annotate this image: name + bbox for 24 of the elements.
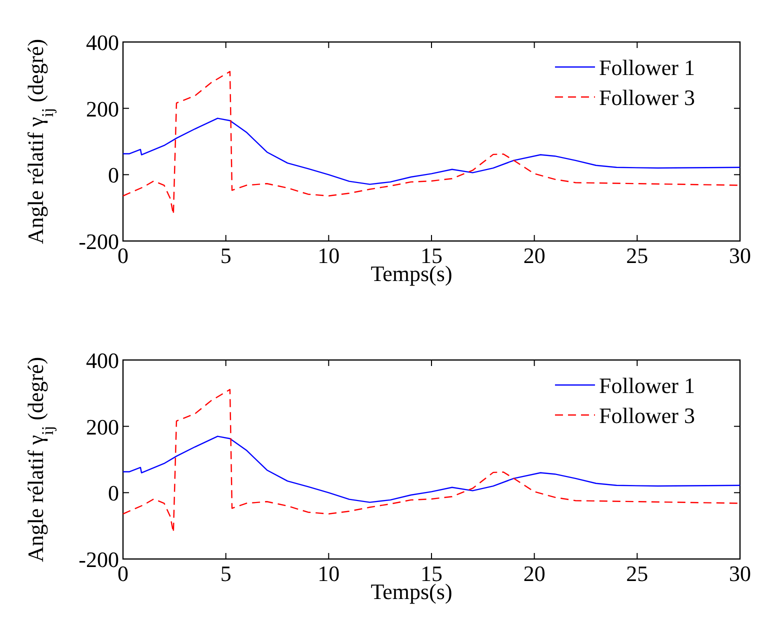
y-tick-label: 400: [86, 348, 119, 373]
x-tick-label: 10: [318, 243, 340, 268]
legend-label: Follower 1: [599, 55, 695, 80]
y-tick-label: 400: [86, 30, 119, 55]
x-tick-label: 30: [729, 561, 751, 586]
line-series: [122, 436, 741, 503]
x-tick-label: 10: [318, 561, 340, 586]
x-tick-label: 25: [626, 561, 648, 586]
legend-label: Follower 3: [599, 85, 695, 110]
y-tick-label: 0: [108, 480, 119, 506]
x-tick-label: 30: [729, 243, 751, 268]
line-series: [122, 118, 741, 185]
legend-label: Follower 1: [599, 373, 695, 398]
x-tick-label: 20: [523, 243, 546, 268]
x-tick-label: 5: [220, 561, 232, 586]
y-tick-label: 200: [86, 414, 119, 440]
y-tick-label: 0: [108, 162, 119, 188]
y-tick-label: 200: [86, 96, 119, 122]
y-tick-label: -200: [78, 229, 119, 254]
y-tick-label: -200: [78, 547, 119, 572]
x-tick-label: 5: [220, 243, 232, 268]
x-tick-label: 20: [523, 561, 546, 586]
x-tick-label: 25: [626, 243, 648, 268]
legend-label: Follower 3: [599, 403, 695, 428]
